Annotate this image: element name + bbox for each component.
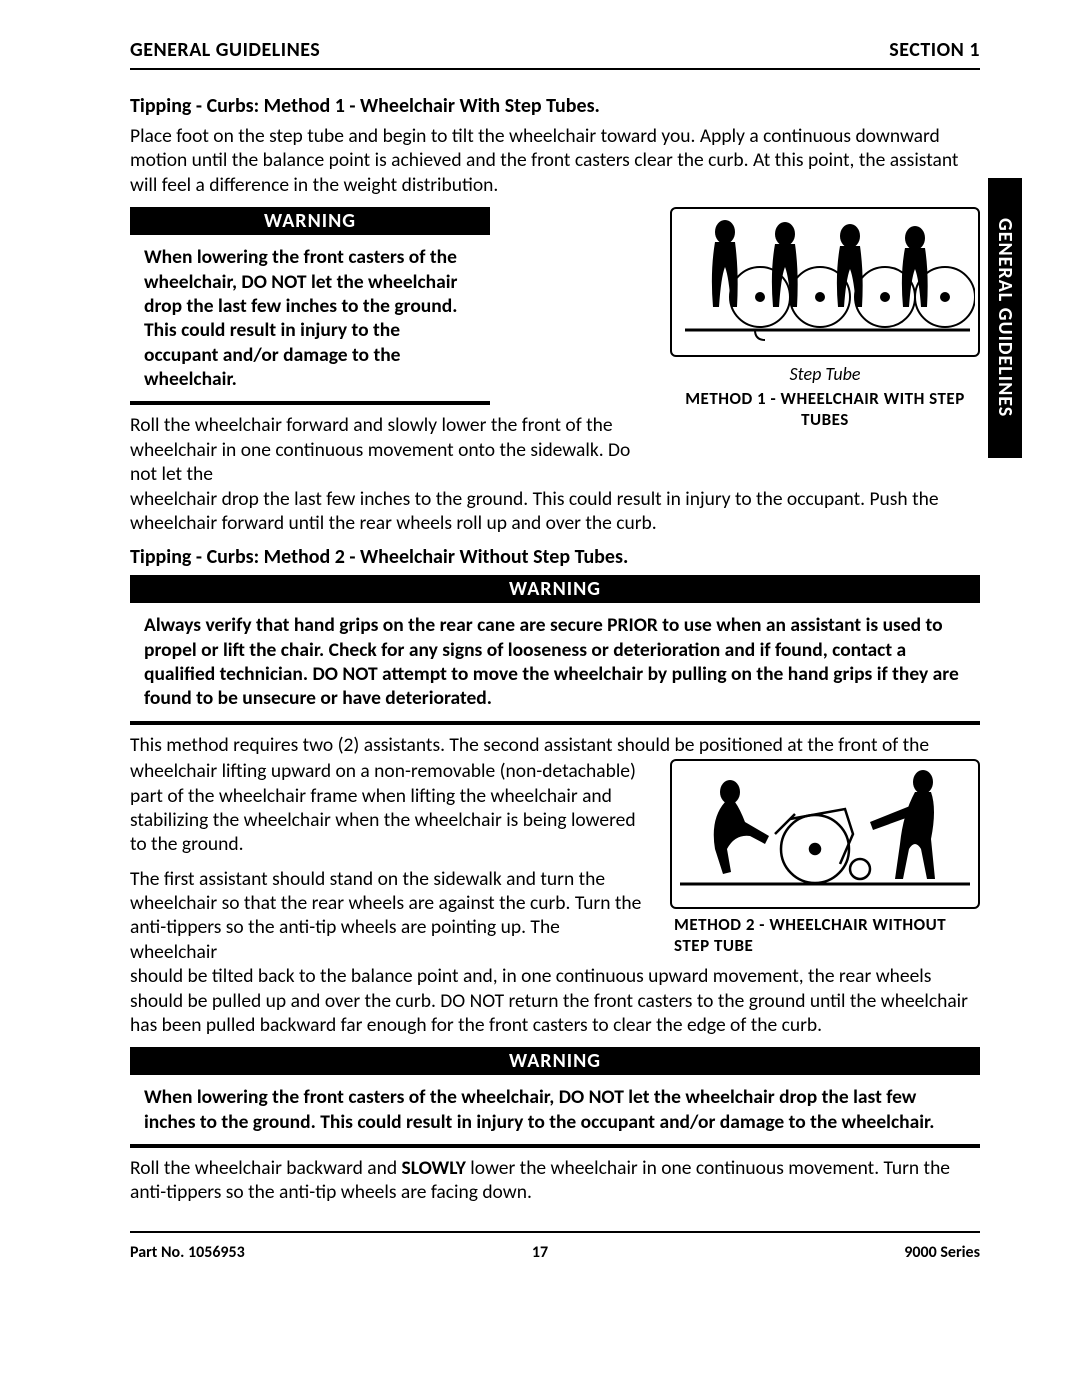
method1-caption-bold: METHOD 1 - WHEELCHAIR WITH STEP TUBES — [670, 389, 980, 430]
slowly-word: SLOWLY — [401, 1156, 465, 1180]
method2-illustration — [670, 759, 980, 909]
method2-warning-text2: When lowering the front casters of the w… — [130, 1081, 980, 1148]
warning-label: WARNING — [130, 207, 490, 235]
footer-right: 9000 Series — [904, 1243, 980, 1262]
footer-rule — [130, 1231, 980, 1233]
method2-caption-bold: METHOD 2 - WHEELCHAIR WITHOUT STEP TUBE — [670, 915, 980, 956]
method2-title: Tipping - Curbs: Method 2 - Wheelchair W… — [130, 545, 980, 569]
header-rule — [130, 68, 980, 70]
method1-para2b: wheelchair drop the last few inches to t… — [130, 487, 980, 536]
method1-title: Tipping - Curbs: Method 1 - Wheelchair W… — [130, 94, 980, 118]
method2-para2b: The first assistant should stand on the … — [130, 867, 650, 965]
method1-warning-block: WARNING When lowering the front casters … — [130, 207, 490, 405]
method1-intro: Place foot on the step tube and begin to… — [130, 124, 980, 197]
footer-page-number: 17 — [532, 1243, 548, 1262]
method2-warning-label1: WARNING — [130, 575, 980, 603]
method2-figure: METHOD 2 - WHEELCHAIR WITHOUT STEP TUBE — [670, 759, 980, 956]
method2-warning-label2: WARNING — [130, 1047, 980, 1075]
method1-caption-italic: Step Tube — [670, 363, 980, 385]
method2-para2a: wheelchair lifting upward on a non-remov… — [130, 759, 650, 857]
page-content: GENERAL GUIDELINES SECTION 1 Tipping - C… — [0, 0, 1080, 1292]
method1-figure: Step Tube METHOD 1 - WHEELCHAIR WITH STE… — [670, 207, 980, 430]
method1-warning-text: When lowering the front casters of the w… — [130, 241, 490, 405]
method2-warning-text1: Always verify that hand grips on the rea… — [130, 609, 980, 725]
method2-para3a: Roll the wheelchair backward and — [130, 1156, 401, 1180]
page-header: GENERAL GUIDELINES SECTION 1 — [130, 38, 980, 62]
method2-para2c: should be tilted back to the balance poi… — [130, 964, 980, 1037]
method1-illustration — [670, 207, 980, 357]
page-footer: Part No. 1056953 17 9000 Series — [130, 1243, 980, 1262]
header-left: GENERAL GUIDELINES — [130, 38, 320, 62]
header-right: SECTION 1 — [889, 38, 980, 62]
method2-columns: wheelchair lifting upward on a non-remov… — [130, 759, 980, 964]
method1-columns: WARNING When lowering the front casters … — [130, 207, 980, 486]
method2-para1: This method requires two (2) assistants.… — [130, 733, 980, 757]
method1-para2a: Roll the wheelchair forward and slowly l… — [130, 413, 650, 486]
method2-para3: Roll the wheelchair backward and SLOWLY … — [130, 1156, 980, 1205]
footer-left: Part No. 1056953 — [130, 1243, 245, 1262]
method1-left-col: WARNING When lowering the front casters … — [130, 207, 650, 486]
method2-left-col: wheelchair lifting upward on a non-remov… — [130, 759, 650, 964]
